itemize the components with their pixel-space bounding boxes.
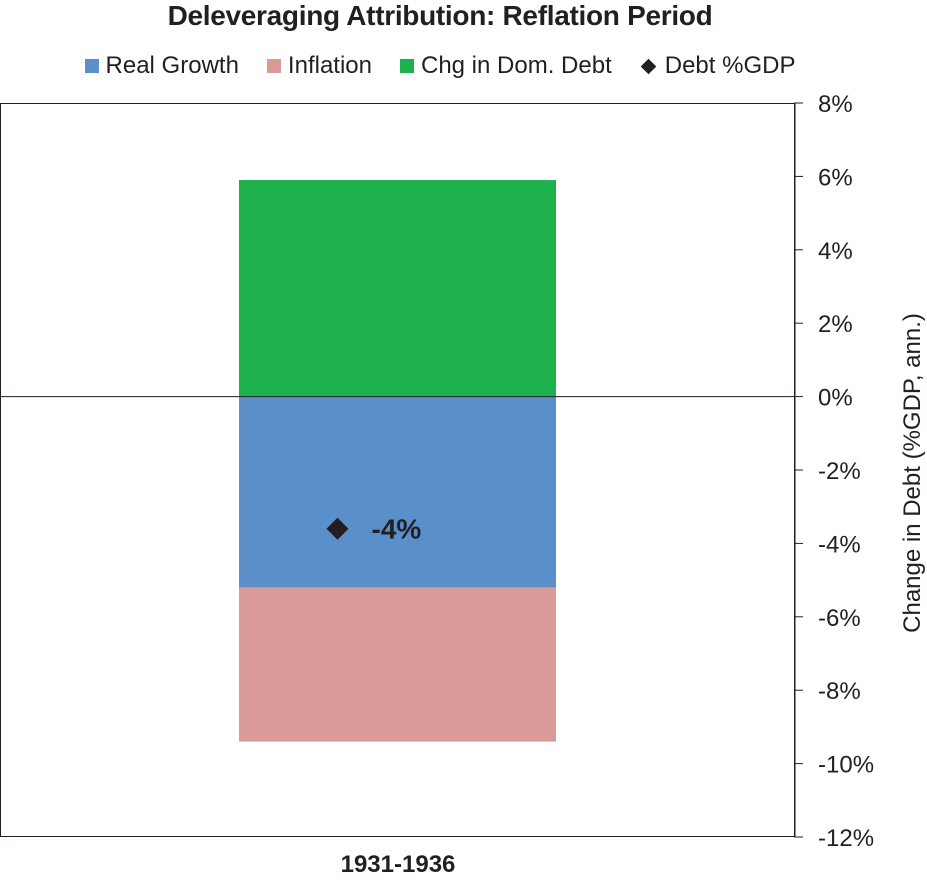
- y-tick-label: 2%: [818, 311, 853, 338]
- legend-label-debt-gdp: Debt %GDP: [664, 52, 796, 79]
- legend-label-inflation: Inflation: [287, 52, 372, 79]
- plot-layer: [0, 103, 795, 837]
- bar-real-growth: [239, 396, 556, 588]
- chart-title: Deleveraging Attribution: Reflation Peri…: [167, 0, 713, 31]
- chart-legend: Real Growth Inflation Chg in Dom. Debt D…: [0, 50, 880, 82]
- y-tick-label: -2%: [818, 458, 861, 485]
- legend-swatch-chg-dom-debt: [399, 59, 414, 73]
- y-tick-label: 8%: [818, 91, 853, 118]
- legend-swatch-inflation: [266, 59, 281, 73]
- y-tick-label: -4%: [818, 531, 861, 558]
- y-tick-label: -6%: [818, 605, 861, 632]
- y-axis-title: Change in Debt (%GDP, ann.): [899, 313, 926, 633]
- y-tick-label: -8%: [818, 678, 861, 705]
- legend-entry-debt-gdp: Debt %GDP: [640, 50, 796, 82]
- y-tick-label: -12%: [818, 825, 874, 852]
- legend-label-real-growth: Real Growth: [105, 52, 239, 79]
- x-category-label: 1931-1936: [341, 851, 456, 878]
- label-layer: -4% 1931-1936: [341, 514, 456, 878]
- debt-gdp-annotation: -4%: [372, 514, 422, 545]
- legend-label-chg-dom-debt: Chg in Dom. Debt: [420, 52, 612, 79]
- y-tick-label: 0%: [818, 385, 853, 412]
- y-tick-label: 6%: [818, 164, 853, 191]
- legend-entry-chg-dom-debt: Chg in Dom. Debt: [399, 50, 612, 82]
- legend-swatch-real-growth: [84, 59, 99, 73]
- legend-entry-inflation: Inflation: [266, 50, 372, 82]
- y-axis: 8% 6% 4% 2% 0% -2% -4% -6% -8% -10% -12% Change in …: [794, 91, 926, 852]
- y-tick-label: 4%: [818, 238, 853, 265]
- bar-chg-in-dom-debt: [239, 180, 556, 397]
- legend-entry-real-growth: Real Growth: [84, 50, 239, 82]
- bar-inflation: [239, 587, 556, 742]
- debt-gdp-marker: [326, 517, 349, 540]
- y-tick-label: -10%: [818, 752, 874, 779]
